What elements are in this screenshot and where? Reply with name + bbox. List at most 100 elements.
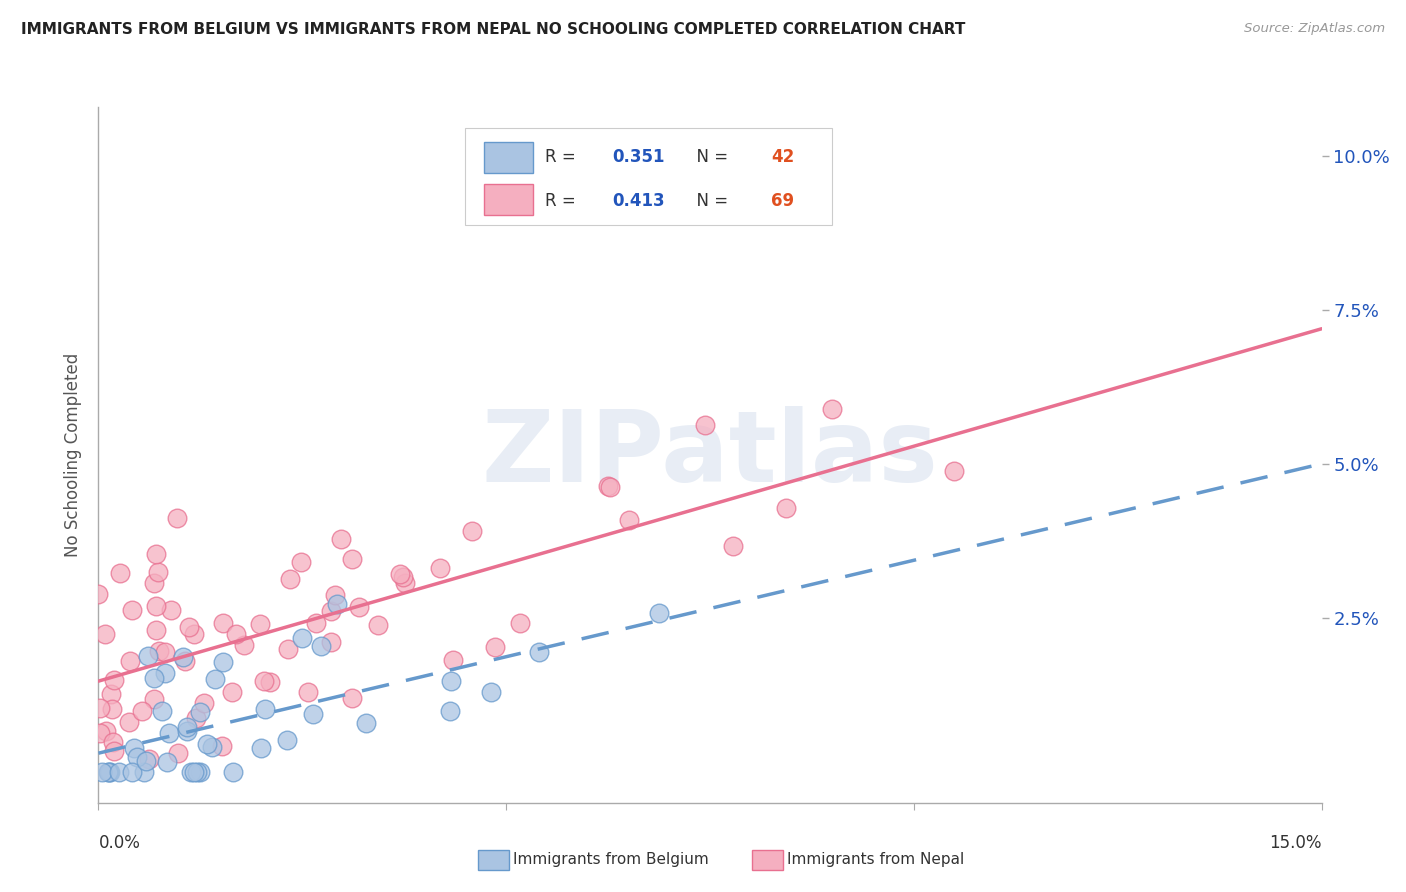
Point [484, 640, 506, 655]
Text: R =: R = [546, 192, 581, 210]
Point [155, 666, 177, 681]
Point [439, 705, 461, 719]
Point [527, 645, 550, 659]
Point [159, 603, 181, 617]
Text: N =: N = [686, 192, 733, 210]
Point [101, 701, 124, 715]
Point [509, 616, 531, 631]
Point [89, 726, 111, 740]
Point [145, 548, 167, 562]
Point [186, 764, 208, 779]
Point [108, 566, 131, 580]
Point [136, 649, 159, 664]
Text: Source: ZipAtlas.com: Source: ZipAtlas.com [1244, 22, 1385, 36]
Text: IMMIGRANTS FROM BELGIUM VS IMMIGRANTS FROM NEPAL NO SCHOOLING COMPLETED CORRELAT: IMMIGRANTS FROM BELGIUM VS IMMIGRANTS FR… [21, 22, 966, 37]
Point [195, 737, 218, 751]
Text: 0.413: 0.413 [612, 192, 665, 210]
Point [619, 512, 641, 526]
Point [305, 616, 328, 631]
Point [254, 702, 277, 716]
Point [193, 696, 215, 710]
Point [290, 556, 312, 570]
Text: 0.0%: 0.0% [98, 834, 141, 852]
Point [647, 606, 669, 620]
Point [599, 480, 621, 494]
Point [135, 754, 157, 768]
Point [120, 654, 142, 668]
Point [103, 743, 125, 757]
Text: 69: 69 [772, 192, 794, 210]
Point [103, 673, 125, 687]
Point [145, 599, 167, 613]
Point [138, 752, 160, 766]
Point [441, 653, 464, 667]
Point [302, 706, 325, 721]
Text: 15.0%: 15.0% [1270, 834, 1322, 852]
Point [429, 561, 451, 575]
Point [180, 764, 202, 779]
Point [121, 603, 143, 617]
Point [212, 655, 235, 669]
Point [188, 764, 211, 779]
Point [392, 570, 415, 584]
Point [91, 764, 114, 779]
Point [146, 565, 169, 579]
FancyBboxPatch shape [484, 184, 533, 215]
Point [122, 741, 145, 756]
Point [211, 739, 233, 754]
Point [98, 764, 121, 779]
Point [342, 551, 364, 566]
Point [134, 764, 156, 779]
Point [232, 638, 254, 652]
Text: Immigrants from Belgium: Immigrants from Belgium [513, 853, 709, 867]
Point [142, 692, 165, 706]
Point [221, 685, 243, 699]
Point [121, 764, 143, 779]
Point [108, 764, 131, 779]
Point [278, 572, 301, 586]
Point [821, 401, 844, 416]
Point [157, 726, 180, 740]
Point [183, 627, 205, 641]
Point [479, 685, 502, 699]
Point [222, 764, 245, 779]
Point [142, 575, 165, 590]
Point [349, 599, 371, 614]
Point [942, 464, 965, 478]
Point [118, 714, 141, 729]
Point [167, 747, 190, 761]
Point [190, 706, 212, 720]
Point [440, 674, 463, 689]
Text: 0.351: 0.351 [612, 148, 665, 166]
Point [174, 654, 197, 668]
Point [183, 764, 205, 779]
Point [172, 649, 194, 664]
Point [323, 588, 346, 602]
Point [148, 644, 170, 658]
Point [98, 764, 121, 779]
Point [389, 566, 412, 581]
Point [176, 720, 198, 734]
Point [277, 642, 299, 657]
Point [309, 639, 332, 653]
Point [145, 623, 167, 637]
Point [201, 740, 224, 755]
Point [695, 417, 717, 432]
Point [319, 604, 342, 618]
Point [142, 672, 165, 686]
Point [259, 674, 281, 689]
Point [342, 690, 364, 705]
Point [212, 616, 235, 631]
Point [326, 597, 349, 611]
Text: R =: R = [546, 148, 581, 166]
Point [596, 478, 619, 492]
Point [94, 627, 117, 641]
Point [297, 685, 319, 699]
Point [101, 735, 124, 749]
Point [177, 620, 200, 634]
Point [153, 645, 176, 659]
Point [394, 575, 416, 590]
Point [249, 616, 271, 631]
Point [367, 618, 389, 632]
Point [89, 701, 111, 715]
